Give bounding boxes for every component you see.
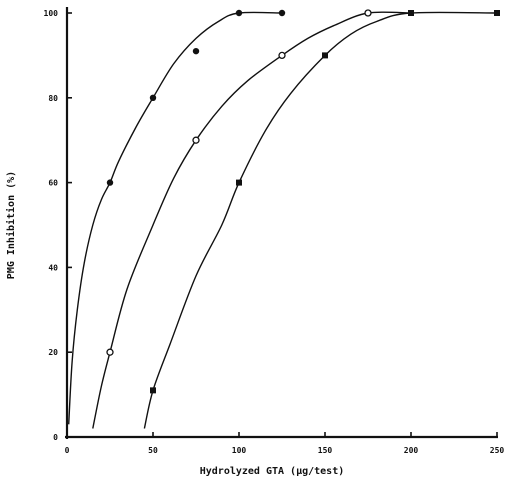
series-1-point [192, 47, 200, 55]
y-tick-label: 20 [48, 348, 58, 357]
y-tick-label: 80 [48, 94, 58, 103]
axes [65, 7, 498, 439]
curves [68, 11, 498, 429]
series-1-point [278, 9, 286, 17]
series-1-point [106, 179, 114, 186]
series-1-point [235, 9, 243, 17]
y-tick-label: 0 [53, 433, 58, 442]
y-axis-label: PMG Inhibition (%) [5, 171, 17, 279]
x-tick-label: 150 [318, 446, 333, 455]
series-2-point [364, 9, 372, 17]
series-3-curve [143, 11, 498, 429]
series-3-point [150, 387, 156, 394]
x-tick-label: 0 [65, 446, 70, 455]
x-tick-label: 250 [490, 446, 505, 455]
x-tick-label: 200 [404, 446, 419, 455]
series-2-point [278, 51, 286, 60]
markers [106, 9, 500, 394]
series-2-curve [92, 11, 412, 429]
x-tick-label: 100 [232, 446, 247, 455]
series-1-point [149, 94, 157, 102]
y-tick-label: 60 [48, 179, 58, 188]
x-axis-label: Hydrolyzed GTA (µg/test) [200, 466, 345, 477]
series-2-point [192, 136, 200, 144]
y-tick-label: 100 [44, 9, 59, 18]
series-3-point [236, 179, 242, 186]
x-tick-label: 50 [148, 446, 158, 455]
ticks: 0 50 100 150 200 250 0 20 40 60 80 100 [44, 9, 505, 455]
y-tick-label: 40 [48, 263, 58, 272]
series-3-point [494, 10, 500, 16]
series-3-point [322, 52, 328, 59]
series-2-point [106, 348, 114, 356]
series-1-curve [68, 11, 283, 425]
series-3-point [408, 10, 414, 16]
